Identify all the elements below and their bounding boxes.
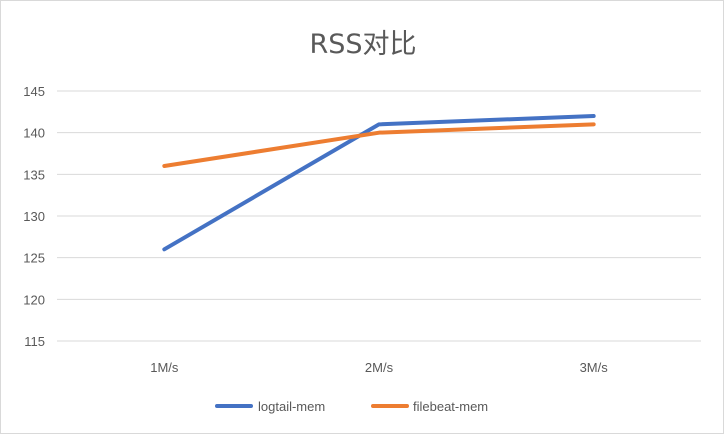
- legend-label: filebeat-mem: [413, 399, 488, 414]
- y-axis-ticks: 115 120 125 130 135 140 145: [23, 84, 45, 349]
- data-point: [592, 122, 596, 126]
- y-tick-label: 120: [23, 292, 45, 307]
- series-lines: [162, 114, 596, 252]
- data-point: [377, 122, 381, 126]
- legend-label: logtail-mem: [258, 399, 325, 414]
- y-tick-label: 145: [23, 84, 45, 99]
- y-tick-label: 135: [23, 167, 45, 182]
- series-line-logtail-mem: [162, 114, 596, 252]
- y-tick-label: 125: [23, 251, 45, 266]
- legend: logtail-mem filebeat-mem: [215, 399, 488, 414]
- series-line-filebeat-mem: [162, 122, 596, 168]
- y-tick-label: 115: [24, 334, 45, 349]
- y-tick-label: 140: [23, 126, 45, 141]
- x-tick-label: 1M/s: [150, 360, 179, 375]
- x-tick-label: 2M/s: [365, 360, 394, 375]
- data-point: [592, 114, 596, 118]
- x-axis-ticks: 1M/s 2M/s 3M/s: [150, 360, 608, 375]
- gridlines: [57, 90, 701, 342]
- x-tick-label: 3M/s: [580, 360, 609, 375]
- data-point: [162, 164, 166, 168]
- chart-title: RSS对比: [309, 29, 416, 60]
- data-point: [377, 131, 381, 135]
- data-point: [162, 247, 166, 251]
- y-tick-label: 130: [23, 209, 45, 224]
